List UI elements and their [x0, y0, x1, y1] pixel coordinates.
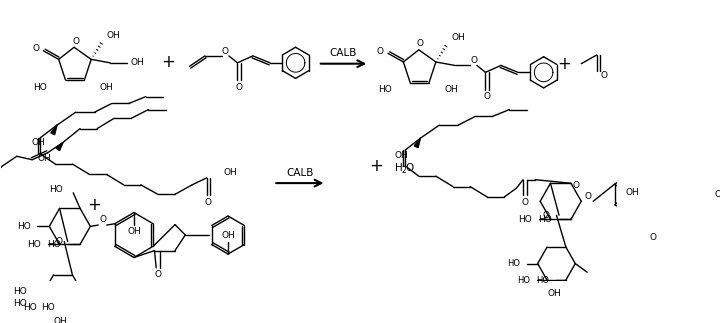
Text: +: + — [87, 196, 101, 214]
Text: O: O — [543, 211, 549, 220]
Text: HO: HO — [517, 276, 530, 285]
Text: HO: HO — [17, 222, 30, 231]
Text: CALB: CALB — [330, 48, 357, 58]
Text: O: O — [600, 71, 607, 80]
Text: OH: OH — [130, 58, 144, 67]
Text: HO: HO — [49, 185, 63, 194]
Text: O: O — [585, 192, 592, 201]
Text: HO: HO — [539, 215, 552, 224]
Text: OH: OH — [37, 153, 51, 162]
Text: OH: OH — [127, 227, 141, 236]
Polygon shape — [414, 138, 420, 148]
Text: H: H — [395, 163, 402, 173]
Text: HO: HO — [23, 303, 37, 312]
Text: O: O — [572, 181, 580, 190]
Text: OH: OH — [224, 168, 238, 177]
Text: HO: HO — [27, 240, 41, 249]
Text: HO: HO — [13, 287, 27, 296]
Text: O: O — [72, 37, 79, 46]
Text: +: + — [369, 157, 383, 175]
Text: O: O — [222, 47, 229, 56]
Text: HO: HO — [536, 276, 549, 285]
Text: OH: OH — [31, 138, 45, 147]
Text: +: + — [161, 53, 175, 71]
Text: HO: HO — [48, 240, 61, 249]
Text: HO: HO — [42, 303, 55, 312]
Polygon shape — [56, 142, 63, 151]
Polygon shape — [51, 125, 57, 135]
Text: O: O — [521, 198, 528, 207]
Text: HO: HO — [508, 259, 521, 268]
Text: O: O — [470, 56, 477, 65]
Text: OH: OH — [626, 188, 639, 197]
Text: O: O — [205, 198, 212, 207]
Text: O: O — [154, 270, 161, 279]
Text: OH: OH — [547, 289, 561, 298]
Text: O: O — [484, 92, 491, 101]
Text: O: O — [405, 163, 413, 173]
Text: OH: OH — [715, 190, 720, 199]
Text: HO: HO — [13, 299, 27, 308]
Text: O: O — [417, 39, 424, 48]
Text: CALB: CALB — [286, 168, 314, 178]
Text: +: + — [557, 55, 571, 73]
Text: OH: OH — [444, 85, 458, 94]
Text: OH: OH — [395, 151, 408, 160]
Text: O: O — [377, 47, 384, 56]
Text: OH: OH — [221, 231, 235, 240]
Text: OH: OH — [107, 31, 120, 40]
Text: O: O — [235, 83, 243, 91]
Text: HO: HO — [378, 85, 392, 94]
Text: HO: HO — [518, 215, 531, 224]
Text: O: O — [649, 233, 657, 242]
Text: HO: HO — [33, 83, 47, 91]
Text: O: O — [99, 215, 106, 224]
Text: OH: OH — [100, 83, 114, 91]
Text: O: O — [32, 45, 39, 54]
Text: OH: OH — [53, 317, 67, 323]
Text: OH: OH — [451, 33, 465, 42]
Text: O: O — [55, 237, 63, 246]
Text: 2: 2 — [402, 166, 406, 175]
